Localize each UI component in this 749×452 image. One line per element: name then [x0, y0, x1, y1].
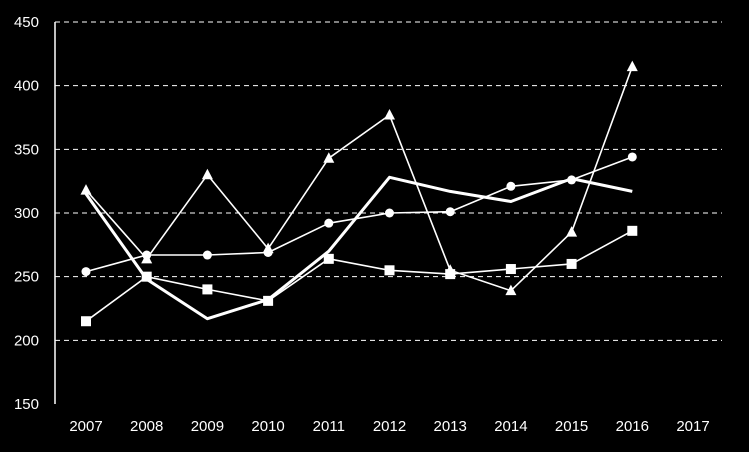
series-2-point-2013 [445, 207, 455, 217]
series-1-line [85, 66, 634, 292]
x-tick-label-2010: 2010 [251, 418, 284, 435]
series-1-point-2014 [505, 284, 517, 296]
y-tick-label-450: 450 [14, 14, 39, 31]
series-2-point-2014 [506, 181, 516, 191]
y-tick-labels: 150 200 250 300 350 400 450 [14, 14, 39, 413]
x-tick-label-2009: 2009 [191, 418, 224, 435]
series-2-point-2007 [81, 267, 91, 277]
gridlines [55, 21, 722, 341]
series-3-point-2009 [202, 284, 213, 295]
series-2-point-2016 [627, 152, 637, 162]
x-tick-label-2012: 2012 [373, 418, 406, 435]
series-group [80, 60, 638, 327]
series-2-point-2012 [385, 208, 394, 218]
series-1-point-2016 [626, 60, 638, 72]
series-3-point-2015 [566, 258, 577, 269]
y-tick-label-150: 150 [14, 396, 39, 413]
x-tick-labels: 2007 2008 2009 2010 2011 2012 2013 2014 2015 2016… [69, 418, 709, 435]
series-1-point-2007 [80, 184, 92, 195]
y-tick-label-400: 400 [14, 78, 39, 95]
series-4-line [84, 175, 633, 321]
series-3-point-2012 [384, 265, 395, 276]
series-3-point-2011 [323, 253, 334, 264]
series-3-line [85, 230, 633, 322]
series-1-point-2009 [201, 168, 213, 180]
series-2-point-2008 [142, 250, 152, 260]
series-2-line [85, 156, 633, 273]
x-tick-label-2014: 2014 [494, 418, 527, 435]
x-tick-label-2015: 2015 [555, 418, 588, 435]
series-3-point-2013 [445, 269, 456, 280]
series-1-point-2011 [323, 152, 335, 163]
x-tick-label-2017: 2017 [676, 418, 709, 435]
x-tick-label-2013: 2013 [434, 418, 467, 435]
x-tick-label-2011: 2011 [313, 418, 345, 435]
y-tick-label-200: 200 [14, 332, 39, 349]
series-3-point-2014 [505, 264, 516, 275]
series-1-point-2015 [566, 226, 578, 237]
series-3-point-2016 [627, 225, 638, 236]
x-tick-label-2007: 2007 [69, 418, 102, 435]
series-3-point-2007 [81, 316, 91, 327]
y-tick-label-350: 350 [14, 141, 39, 158]
x-tick-label-2008: 2008 [130, 418, 163, 435]
series-2-point-2011 [324, 218, 334, 228]
y-tick-label-300: 300 [14, 205, 39, 222]
series-2-point-2009 [202, 250, 212, 260]
y-tick-label-250: 250 [14, 269, 39, 286]
series-2-point-2010 [263, 247, 273, 257]
series-1-point-2012 [384, 108, 395, 120]
x-tick-label-2016: 2016 [616, 418, 649, 435]
